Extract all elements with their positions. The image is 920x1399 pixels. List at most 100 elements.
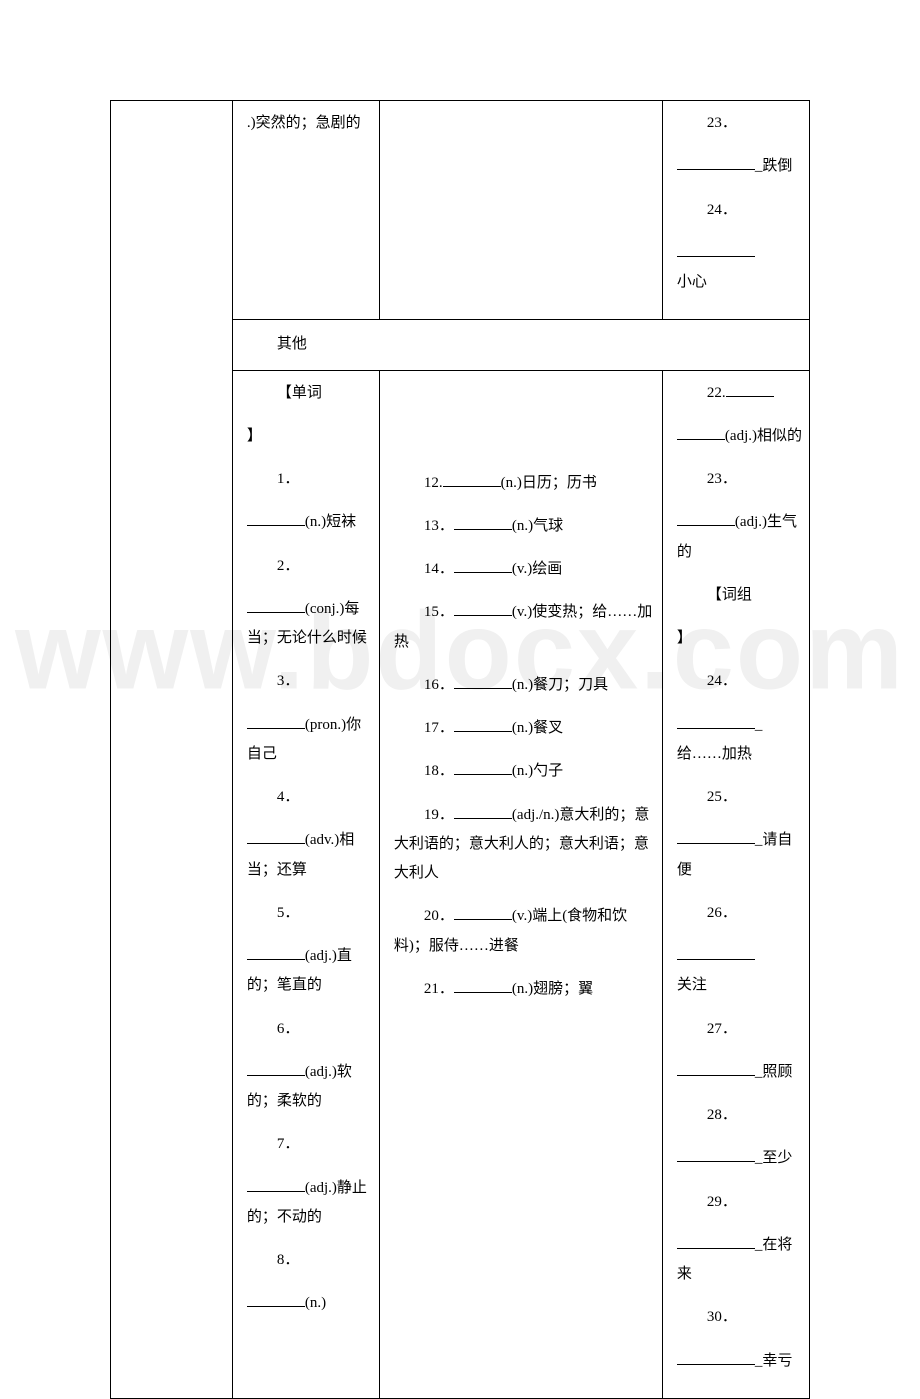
- blank-line[interactable]: [677, 154, 755, 170]
- blank-line[interactable]: [677, 944, 755, 960]
- blank-line[interactable]: [454, 803, 512, 819]
- item-24-num: 24．: [677, 196, 803, 225]
- item-21-text: (n.)翅膀；翼: [512, 981, 593, 997]
- item-17-num: 17．: [424, 720, 454, 736]
- item-6-num: 6．: [247, 1015, 373, 1044]
- blank-line[interactable]: [454, 904, 512, 920]
- section-heading: 其他: [247, 330, 803, 359]
- item-30-text: _幸亏: [755, 1353, 793, 1369]
- item-25-num: 25．: [677, 783, 803, 812]
- item-13-text: (n.)气球: [512, 518, 563, 534]
- blank-line[interactable]: [677, 1233, 755, 1249]
- item-25: _请自便: [677, 826, 803, 885]
- blank-line[interactable]: [247, 1291, 305, 1307]
- item-6: (adj.)软的；柔软的: [247, 1058, 373, 1117]
- table-row: .)突然的；急剧的 23． _跌倒 24． 小心: [111, 101, 810, 320]
- blank-line[interactable]: [454, 600, 512, 616]
- item-3: (pron.)你自己: [247, 711, 373, 770]
- item-18-num: 18．: [424, 763, 454, 779]
- item-29: _在将来: [677, 1231, 803, 1290]
- item-26: 关注: [677, 942, 803, 1001]
- item-21: 21． (n.)翅膀；翼: [394, 975, 656, 1004]
- item-28-num: 28．: [677, 1101, 803, 1130]
- item-23: (adj.)生气的: [677, 508, 803, 567]
- item-27-num: 27．: [677, 1015, 803, 1044]
- item-14: 14． (v.)绘画: [394, 555, 656, 584]
- item-22b: (adj.)相似的: [677, 422, 803, 451]
- item-14-num: 14．: [424, 561, 454, 577]
- item-22-num: 22.: [707, 385, 726, 401]
- item-21-num: 21．: [424, 981, 454, 997]
- blank-line[interactable]: [247, 510, 305, 526]
- blank-line[interactable]: [677, 1060, 755, 1076]
- item-16-num: 16．: [424, 677, 454, 693]
- blank-line[interactable]: [454, 977, 512, 993]
- item-23-text: _跌倒: [755, 158, 793, 174]
- item-18-text: (n.)勺子: [512, 763, 563, 779]
- blank-line[interactable]: [677, 241, 755, 257]
- item-8-num: 8．: [247, 1246, 373, 1275]
- blank-line[interactable]: [454, 673, 512, 689]
- item-15: 15．(v.)使变热；给……加热: [394, 598, 656, 657]
- item-20-num: 20．: [424, 908, 454, 924]
- item-17-text: (n.)餐叉: [512, 720, 563, 736]
- blank-line[interactable]: [443, 471, 501, 487]
- item-12-num: 12.: [424, 475, 443, 491]
- section-heading-cell: 其他: [232, 320, 809, 370]
- left-stub: [111, 101, 233, 1399]
- item-26-text: 关注: [677, 977, 707, 993]
- item-24-num: 24．: [677, 667, 803, 696]
- item-5: (adj.)直的；笔直的: [247, 942, 373, 1001]
- blank-line[interactable]: [677, 510, 735, 526]
- blank-line[interactable]: [454, 557, 512, 573]
- item-27: _照顾: [677, 1058, 803, 1087]
- blank-line[interactable]: [677, 424, 725, 440]
- text-fragment: .)突然的；急剧的: [247, 109, 373, 138]
- item-5-num: 5．: [247, 899, 373, 928]
- item-26-num: 26．: [677, 899, 803, 928]
- blank-line[interactable]: [247, 597, 305, 613]
- cell-sec2-b: 12.(n.)日历；历书 13．(n.)气球 14． (v.)绘画 15．(v.)…: [379, 370, 662, 1398]
- blank-line[interactable]: [247, 944, 305, 960]
- blank-line[interactable]: [454, 716, 512, 732]
- item-22: 22.: [677, 379, 803, 408]
- blank-line[interactable]: [677, 828, 755, 844]
- cell-sec1-c: 23． _跌倒 24． 小心: [662, 101, 809, 320]
- item-23-num: 23．: [677, 109, 803, 138]
- blank-line[interactable]: [247, 1176, 305, 1192]
- item-2-num: 2．: [247, 552, 373, 581]
- item-30: _幸亏: [677, 1347, 803, 1376]
- blank-line[interactable]: [677, 713, 755, 729]
- blank-line[interactable]: [247, 1060, 305, 1076]
- item-8-text: (n.): [305, 1295, 326, 1311]
- blank-line[interactable]: [726, 381, 774, 397]
- item-1-num: 1．: [247, 465, 373, 494]
- item-13: 13．(n.)气球: [394, 512, 656, 541]
- item-24-line: 小心: [677, 239, 803, 298]
- page: www.bdocx.com .)突然的；急剧的 23． _跌倒 24． 小心: [0, 0, 920, 1302]
- vocab-heading: 【单词: [247, 379, 373, 408]
- blank-line[interactable]: [454, 514, 512, 530]
- item-23-line: _跌倒: [677, 152, 803, 181]
- item-7-num: 7．: [247, 1130, 373, 1159]
- cell-sec2-a: 【单词 】 1． (n.)短袜 2． (conj.)每当；无论什么时候 3． (…: [232, 370, 379, 1398]
- item-8: (n.): [247, 1289, 373, 1318]
- item-24-text: 小心: [677, 274, 707, 290]
- item-7: (adj.)静止的；不动的: [247, 1174, 373, 1233]
- blank-line[interactable]: [677, 1146, 755, 1162]
- item-12: 12.(n.)日历；历书: [394, 469, 656, 498]
- item-20: 20．(v.)端上(食物和饮料)；服侍……进餐: [394, 902, 656, 961]
- item-14-text: (v.)绘画: [512, 561, 562, 577]
- item-1-text: (n.)短袜: [305, 514, 356, 530]
- blank-line[interactable]: [247, 828, 305, 844]
- blank-line[interactable]: [247, 713, 305, 729]
- item-19: 19．(adj./n.)意大利的；意大利语的；意大利人的；意大利语；意大利人: [394, 801, 656, 889]
- item-19-num: 19．: [424, 807, 454, 823]
- blank-line[interactable]: [454, 759, 512, 775]
- phrase-heading-text: 【词组: [707, 587, 752, 603]
- blank-line[interactable]: [677, 1349, 755, 1365]
- item-1: (n.)短袜: [247, 508, 373, 537]
- cell-sec2-c: 22. (adj.)相似的 23． (adj.)生气的 【词组 】 24． _给…: [662, 370, 809, 1398]
- item-23-num: 23．: [677, 465, 803, 494]
- item-28: _至少: [677, 1144, 803, 1173]
